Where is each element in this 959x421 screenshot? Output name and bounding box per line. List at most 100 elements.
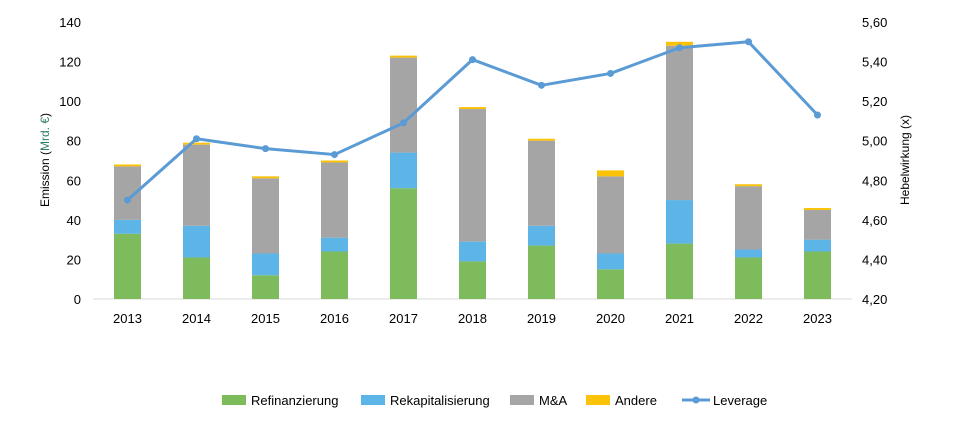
leverage-point-2013 (124, 196, 131, 204)
bar-m-a-2014 (183, 144, 210, 226)
legend-swatch-m-a (510, 395, 534, 405)
x-tick-label: 2018 (458, 311, 487, 326)
y-axis-title-prefix: Emission ( (38, 151, 52, 207)
y2-tick-label: 5,20 (862, 94, 887, 109)
leverage-point-2014 (193, 135, 200, 143)
x-axis: 2013 2014 2015 2016 2017 2018 2019 2020 2021 2022… (113, 311, 832, 326)
bar-refinanzierung-2018 (459, 261, 486, 299)
bar-m-a-2021 (666, 45, 693, 201)
y2-tick-label: 4,20 (862, 292, 887, 307)
bar-rekapitalisierung-2017 (390, 152, 417, 189)
legend-label-m-a: M&A (539, 393, 568, 408)
leverage-point-2019 (538, 81, 545, 89)
bar-rekapitalisierung-2018 (459, 241, 486, 262)
x-tick-label: 2015 (251, 311, 280, 326)
bar-andere-2022 (735, 184, 762, 187)
leverage-point-2022 (745, 38, 752, 46)
x-tick-label: 2021 (665, 311, 694, 326)
bar-andere-2021 (666, 41, 693, 46)
y-tick-label: 80 (67, 134, 81, 149)
bar-rekapitalisierung-2020 (597, 253, 624, 270)
y-tick-label: 0 (74, 292, 81, 307)
y-tick-label: 60 (67, 173, 81, 188)
legend-swatch-rekapitalisierung (361, 395, 385, 405)
bar-refinanzierung-2021 (666, 243, 693, 299)
bar-andere-2020 (597, 170, 624, 177)
bar-refinanzierung-2016 (321, 251, 348, 299)
legend: Refinanzierung Rekapitalisierung M&A Andere… (222, 393, 767, 408)
y-axis-right: 4,20 4,40 4,60 4,80 5,00 5,20 5,40 5,60 (862, 15, 887, 307)
bar-m-a-2022 (735, 186, 762, 250)
leverage-point-2021 (676, 44, 683, 52)
y-tick-label: 140 (59, 15, 81, 30)
y2-tick-label: 4,80 (862, 173, 887, 188)
y-axis-left: 0 20 40 60 80 100 120 140 (59, 15, 81, 307)
bar-refinanzierung-2014 (183, 257, 210, 299)
bar-refinanzierung-2017 (390, 188, 417, 299)
x-tick-label: 2023 (803, 311, 832, 326)
y-tick-label: 20 (67, 252, 81, 267)
x-tick-label: 2014 (182, 311, 211, 326)
y2-tick-label: 4,60 (862, 213, 887, 228)
x-tick-label: 2013 (113, 311, 142, 326)
bar-rekapitalisierung-2021 (666, 200, 693, 244)
legend-marker-leverage (692, 396, 700, 404)
leverage-point-2018 (469, 56, 476, 64)
bar-andere-2013 (114, 164, 141, 167)
x-tick-label: 2019 (527, 311, 556, 326)
x-tick-label: 2022 (734, 311, 763, 326)
y2-tick-label: 5,40 (862, 55, 887, 70)
bar-m-a-2015 (252, 178, 279, 254)
y-axis-title-unit: Mrd. € (38, 117, 52, 151)
bar-andere-2015 (252, 176, 279, 179)
legend-swatch-andere (586, 395, 610, 405)
bar-rekapitalisierung-2023 (804, 239, 831, 252)
bar-rekapitalisierung-2015 (252, 253, 279, 276)
bar-refinanzierung-2019 (528, 245, 555, 299)
bar-refinanzierung-2013 (114, 233, 141, 299)
bar-rekapitalisierung-2019 (528, 225, 555, 246)
bar-m-a-2019 (528, 140, 555, 226)
x-tick-label: 2017 (389, 311, 418, 326)
bar-m-a-2016 (321, 162, 348, 238)
leverage-point-2020 (607, 69, 614, 77)
bar-rekapitalisierung-2014 (183, 225, 210, 258)
leverage-point-2015 (262, 145, 269, 153)
bar-m-a-2018 (459, 109, 486, 242)
x-tick-label: 2016 (320, 311, 349, 326)
y-axis-title: Emission (Mrd. €) (38, 113, 52, 207)
legend-label-andere: Andere (615, 393, 657, 408)
y-tick-label: 120 (59, 55, 81, 70)
bar-andere-2023 (804, 207, 831, 210)
bar-refinanzierung-2015 (252, 275, 279, 299)
bar-refinanzierung-2022 (735, 257, 762, 299)
bar-andere-2016 (321, 160, 348, 163)
legend-swatch-refinanzierung (222, 395, 246, 405)
bar-rekapitalisierung-2022 (735, 249, 762, 258)
y2-tick-label: 5,00 (862, 134, 887, 149)
leverage-line-group (124, 38, 821, 204)
y-tick-label: 40 (67, 213, 81, 228)
bar-series-group (114, 41, 831, 299)
bar-refinanzierung-2020 (597, 269, 624, 299)
bar-refinanzierung-2023 (804, 251, 831, 299)
y2-tick-label: 5,60 (862, 15, 887, 30)
y-axis-title-suffix: ) (38, 113, 52, 117)
y2-axis-title: Hebelwirkung (x) (898, 115, 912, 205)
bar-andere-2019 (528, 138, 555, 141)
x-tick-label: 2020 (596, 311, 625, 326)
bar-rekapitalisierung-2013 (114, 219, 141, 234)
leverage-point-2016 (331, 151, 338, 159)
bar-andere-2017 (390, 55, 417, 58)
leverage-point-2017 (400, 119, 407, 127)
bar-m-a-2020 (597, 176, 624, 254)
bar-andere-2014 (183, 142, 210, 145)
legend-label-rekapitalisierung: Rekapitalisierung (390, 393, 490, 408)
bar-m-a-2023 (804, 209, 831, 240)
leverage-point-2023 (814, 111, 821, 119)
bar-m-a-2017 (390, 57, 417, 153)
y-tick-label: 100 (59, 94, 81, 109)
y2-tick-label: 4,40 (862, 252, 887, 267)
